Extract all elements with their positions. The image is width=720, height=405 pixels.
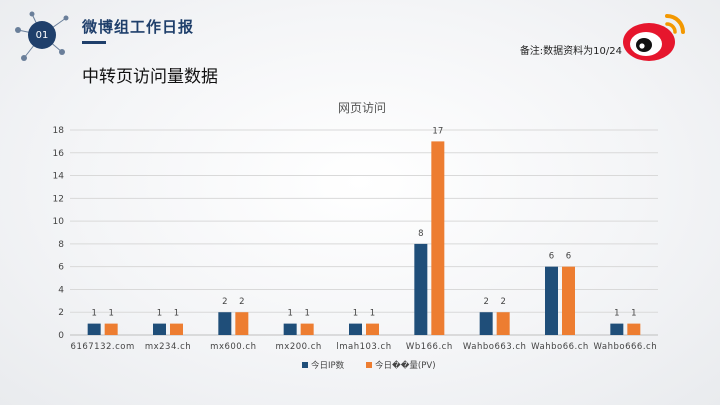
- x-category-label: mx200.ch: [276, 342, 322, 352]
- section-number-badge: 01: [28, 21, 56, 49]
- data-label: 1: [287, 309, 292, 319]
- section-title: 中转页访问量数据: [82, 67, 218, 87]
- data-label: 6: [566, 252, 571, 262]
- bar: [235, 312, 249, 335]
- bar: [496, 312, 510, 335]
- x-category-label: mx234.ch: [145, 342, 191, 352]
- data-label: 1: [157, 309, 162, 319]
- bar: [218, 312, 232, 335]
- y-tick-label: 12: [53, 194, 64, 204]
- x-category-label: Wahbo666.ch: [594, 342, 658, 352]
- data-label: 6: [549, 252, 554, 262]
- data-label: 1: [304, 309, 309, 319]
- bar: [610, 323, 624, 335]
- bar: [479, 312, 493, 335]
- data-label: 1: [353, 309, 358, 319]
- data-label: 17: [432, 126, 443, 136]
- legend-label: 今日��量(PV): [375, 360, 436, 371]
- data-label: 2: [239, 297, 244, 307]
- data-label: 8: [418, 229, 423, 239]
- bar: [283, 323, 297, 335]
- data-label: 2: [483, 297, 488, 307]
- data-label: 2: [500, 297, 505, 307]
- bar: [170, 323, 183, 335]
- y-tick-label: 8: [58, 240, 64, 250]
- bar: [627, 323, 641, 335]
- data-note: 备注:数据资料为10/24: [519, 46, 622, 57]
- bar: [349, 323, 362, 335]
- x-category-label: Wb166.ch: [406, 342, 453, 352]
- data-label: 1: [614, 309, 619, 319]
- y-tick-label: 6: [58, 263, 64, 273]
- app-title: 微博组工作日报: [82, 18, 195, 36]
- y-tick-label: 14: [53, 172, 65, 182]
- bar: [431, 141, 445, 335]
- y-tick-label: 10: [53, 217, 65, 227]
- bar: [414, 243, 428, 335]
- data-label: 1: [370, 309, 375, 319]
- legend-swatch: [302, 362, 308, 368]
- x-category-label: Wahbo66.ch: [531, 342, 589, 352]
- bar: [300, 323, 314, 335]
- data-label: 1: [91, 309, 96, 319]
- x-category-label: Wahbo663.ch: [463, 342, 527, 352]
- data-label: 2: [222, 297, 227, 307]
- bar: [87, 323, 101, 335]
- weibo-logo-icon: [619, 6, 691, 66]
- chart-title: 网页访问: [338, 101, 386, 115]
- y-tick-label: 16: [53, 149, 65, 159]
- y-tick-label: 2: [58, 308, 64, 318]
- bar: [104, 323, 118, 335]
- bar: [545, 266, 558, 335]
- data-label: 1: [631, 309, 636, 319]
- y-tick-label: 0: [58, 331, 64, 341]
- x-category-label: mx600.ch: [210, 342, 256, 352]
- bar: [366, 323, 379, 335]
- y-tick-label: 18: [53, 126, 65, 136]
- title-underline: [82, 41, 106, 44]
- y-tick-label: 4: [58, 285, 64, 295]
- legend-label: 今日IP数: [311, 360, 345, 371]
- legend-swatch: [366, 362, 372, 368]
- data-label: 1: [108, 309, 113, 319]
- x-category-label: 6167132.com: [71, 342, 135, 352]
- data-label: 1: [174, 309, 179, 319]
- bar: [153, 323, 166, 335]
- bar: [562, 266, 575, 335]
- x-category-label: lmah103.ch: [336, 342, 391, 352]
